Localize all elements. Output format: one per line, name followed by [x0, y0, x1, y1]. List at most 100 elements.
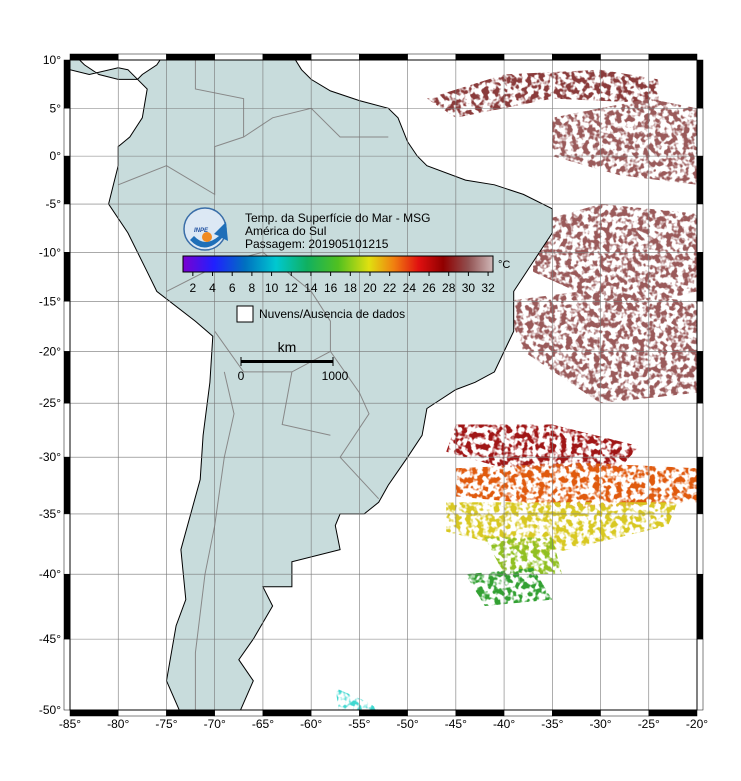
frame-segment	[696, 573, 704, 640]
border	[194, 60, 245, 137]
legend-label: Nuvens/Ausencia de dados	[259, 307, 405, 321]
plot-border	[69, 59, 698, 711]
frame-segment	[63, 513, 71, 575]
colorbar-tick-label: 6	[229, 281, 236, 295]
frame-segment	[310, 709, 360, 717]
y-tick-label: -5°	[46, 197, 62, 211]
colorbar-ramp	[182, 255, 494, 273]
frame-segment	[262, 53, 312, 61]
y-tick-label: 5°	[50, 101, 62, 115]
frame-segment	[359, 53, 408, 61]
frame-segment	[503, 709, 553, 717]
x-tick-label: -70°	[204, 717, 226, 731]
x-tick-label: -40°	[493, 717, 515, 731]
sst-patch	[335, 688, 379, 710]
svg-text:INPE: INPE	[194, 228, 209, 234]
border	[214, 330, 380, 500]
y-tick-label: -35°	[39, 507, 61, 521]
scale-bar	[240, 357, 334, 366]
x-tick-label: -25°	[638, 717, 660, 731]
y-tick-label: 10°	[43, 53, 61, 67]
frame-segment	[696, 301, 704, 352]
x-tick-label: -75°	[155, 717, 177, 731]
frame-segment	[359, 709, 408, 717]
y-tick-label: -30°	[39, 450, 61, 464]
frame-segment	[552, 53, 601, 61]
frame-segment	[63, 203, 71, 253]
y-tick-label: -25°	[39, 396, 61, 410]
x-tick-label: -35°	[541, 717, 563, 731]
colorbar-tick-label: 20	[363, 281, 377, 295]
sst-patch	[446, 502, 678, 556]
y-tick-label: -45°	[39, 632, 61, 646]
colorbar-unit: °C	[498, 259, 510, 271]
frame-segment	[63, 252, 71, 302]
x-tick-label: -80°	[107, 717, 129, 731]
sst-patch	[533, 204, 697, 312]
x-tick-label: -45°	[445, 717, 467, 731]
frame-segment	[600, 709, 650, 717]
frame-segment	[407, 709, 457, 717]
colorbar: 2 4 6 8 10 12 14 16 18 20 22 24 26 28 30 32	[182, 255, 495, 295]
y-tick-label: -20°	[39, 344, 61, 358]
frame-segment	[552, 709, 601, 717]
sst-patch	[455, 462, 697, 509]
y-tick-label: -40°	[39, 567, 61, 581]
frame-segment	[696, 638, 704, 711]
frame-segment	[69, 53, 119, 61]
frame-segment	[696, 513, 704, 575]
frame-segment	[455, 709, 505, 717]
y-tick-label: 0°	[50, 149, 62, 163]
sst-patch	[552, 98, 697, 185]
y-tick-label: -10°	[39, 245, 61, 259]
colorbar-tick-label: 30	[462, 281, 476, 295]
frame-segment	[262, 709, 312, 717]
frame-segment	[407, 53, 457, 61]
frame-segment	[696, 252, 704, 302]
frame-segment	[214, 53, 264, 61]
colorbar-tick-label: 26	[422, 281, 436, 295]
title-line: Passagem: 201905101215	[245, 237, 389, 251]
sst-patch	[484, 537, 562, 575]
sst-patch	[446, 424, 640, 469]
x-tick-label: -30°	[589, 717, 611, 731]
frame-segment	[63, 59, 71, 109]
frame-segment	[648, 53, 698, 61]
scale-label: 0	[238, 369, 245, 383]
frame-segment	[166, 53, 215, 61]
frame-segment	[117, 53, 167, 61]
frame-segment	[69, 709, 119, 717]
x-tick-label: -50°	[397, 717, 419, 731]
scale-label: 1000	[322, 369, 349, 383]
frame-segment	[63, 573, 71, 640]
frame-segment	[696, 203, 704, 253]
colorbar-tick-label: 10	[265, 281, 279, 295]
frame-segment	[63, 301, 71, 352]
frame-segment	[696, 108, 704, 157]
frame-segment	[63, 108, 71, 157]
colorbar-tick-label: 22	[383, 281, 397, 295]
frame-segment	[503, 53, 553, 61]
x-tick-label: -55°	[348, 717, 370, 731]
frame-segment	[600, 53, 650, 61]
frame-segment	[696, 402, 704, 458]
frame-segment	[63, 638, 71, 711]
frame-segment	[648, 709, 698, 717]
colorbar-tick-label: 4	[209, 281, 216, 295]
frame-segment	[214, 709, 264, 717]
title-line: Temp. da Superfície do Mar - MSG	[245, 211, 430, 225]
frame: -85° -80° -75° -70° -65° -60° -55° -50° -45° -40°…	[39, 53, 708, 731]
logo: INPE	[183, 207, 228, 251]
x-tick-label: -85°	[59, 717, 81, 731]
x-tick-label: -60°	[300, 717, 322, 731]
frame-segment	[117, 709, 167, 717]
colorbar-tick-label: 32	[481, 281, 495, 295]
title-line: América do Sul	[245, 224, 326, 238]
frame-segment	[63, 456, 71, 515]
x-tick-label: -65°	[252, 717, 274, 731]
border	[281, 371, 331, 436]
legend-swatch	[236, 305, 254, 323]
frame-segment	[63, 155, 71, 205]
colorbar-tick-label: 12	[285, 281, 299, 295]
